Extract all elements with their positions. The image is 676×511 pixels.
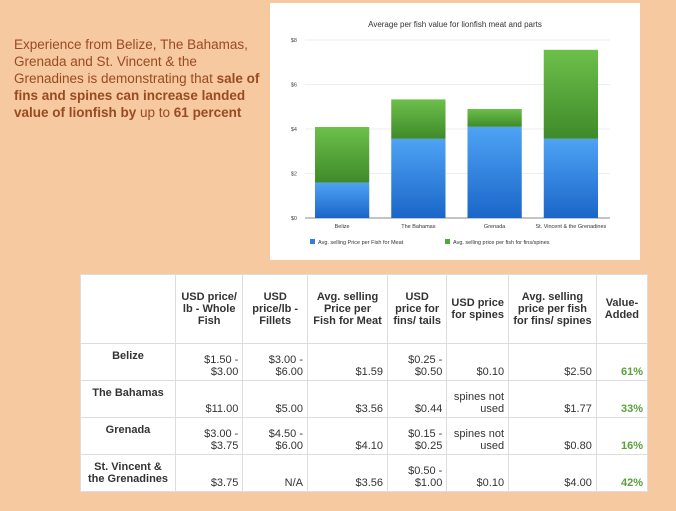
row-header: St. Vincent & the Grenadines [80,454,176,492]
column-header: Value-Added [595,274,649,344]
table-cell: 16% [595,417,649,455]
table-cell: $0.80 [508,417,597,455]
price-table: USD price/ lb - Whole Fish USD price/lb -… [80,274,649,492]
table-cell: $4.10 [307,417,388,455]
column-header: Avg. selling Price per Fish for Meat [307,274,388,344]
y-tick-label: $4 [291,127,297,133]
row-header: Grenada [80,417,176,455]
table-cell: $0.10 [446,454,510,492]
bar-fins [315,126,370,183]
table-cell: $11.00 [174,380,244,418]
legend-swatch [445,239,450,244]
x-tick-label: St. Vincent & the Grenadines [535,224,606,230]
table-cell: 61% [595,343,649,381]
table-cell: $1.59 [307,343,388,381]
table-cell: $1.50 - $3.00 [174,343,244,381]
legend-swatch [310,239,315,244]
table-cell: $0.50 - $1.00 [386,454,448,492]
bar-meat [315,182,370,218]
table-cell: $3.56 [307,454,388,492]
column-header [80,274,176,344]
table-cell: $3.56 [307,380,388,418]
table-cell: spines not used [446,380,510,418]
intro-plain: Experience from Belize, The Bahamas, Gre… [14,37,248,86]
column-header: USD price for fins/ tails [386,274,448,344]
stacked-bar-chart: Average per fish value for lionfish meat… [270,3,640,260]
table-cell: $3.00 - $6.00 [242,343,309,381]
table-row: Grenada $3.00 - $3.75 $4.50 - $6.00 $4.10 $0… [80,417,649,455]
bar-fins [467,108,522,127]
table-cell: $4.50 - $6.00 [242,417,309,455]
table-cell: spines not used [446,417,510,455]
chart-title: Average per fish value for lionfish meat… [368,20,542,29]
intro-text: Experience from Belize, The Bahamas, Gre… [14,36,264,121]
intro-plain2: up to [136,105,174,120]
table-cell: $0.44 [386,380,448,418]
table-cell: 33% [595,380,649,418]
intro-bold: sale of fins and spines can increase lan… [14,71,260,120]
column-header: USD price for spines [446,274,510,344]
table-cell: $4.00 [508,454,597,492]
column-header: Avg. selling price per fish for fins/ sp… [508,274,597,344]
y-tick-label: $8 [291,38,297,44]
bar-fins [543,49,598,139]
bar-meat [543,138,598,218]
table-cell: 42% [595,454,649,492]
row-header: The Bahamas [80,380,176,418]
bar-meat [467,126,522,218]
table-row: The Bahamas $11.00 $5.00 $3.56 $0.44 spines n… [80,380,649,418]
x-tick-label: The Bahamas [401,224,435,230]
column-header: USD price/lb - Fillets [242,274,309,344]
table-cell: N/A [242,454,309,492]
table-cell: $5.00 [242,380,309,418]
legend-label: Avg. selling Price per Fish for Meat [318,240,404,246]
table-cell: $3.75 [174,454,244,492]
y-tick-label: $0 [291,216,297,222]
table-cell: $2.50 [508,343,597,381]
bar-fins [391,99,446,139]
row-header: Belize [80,343,176,381]
table-row: St. Vincent & the Grenadines $3.75 N/A $3.5… [80,454,649,492]
table-cell: $0.25 - $0.50 [386,343,448,381]
y-tick-label: $2 [291,172,297,178]
intro-bold2: 61 percent [173,105,242,120]
y-tick-label: $6 [291,83,297,89]
table-cell: $3.00 - $3.75 [174,417,244,455]
x-tick-label: Grenada [484,224,506,230]
x-tick-label: Belize [335,224,350,230]
table-row: Belize $1.50 - $3.00 $3.00 - $6.00 $1.59 $0.… [80,343,649,381]
table-cell: $0.10 [446,343,510,381]
legend-label: Avg. selling price per fish for fins/spi… [453,240,550,246]
bar-meat [391,138,446,218]
table-cell: $1.77 [508,380,597,418]
table-cell: $0.15 - $0.25 [386,417,448,455]
column-header: USD price/ lb - Whole Fish [174,274,244,344]
